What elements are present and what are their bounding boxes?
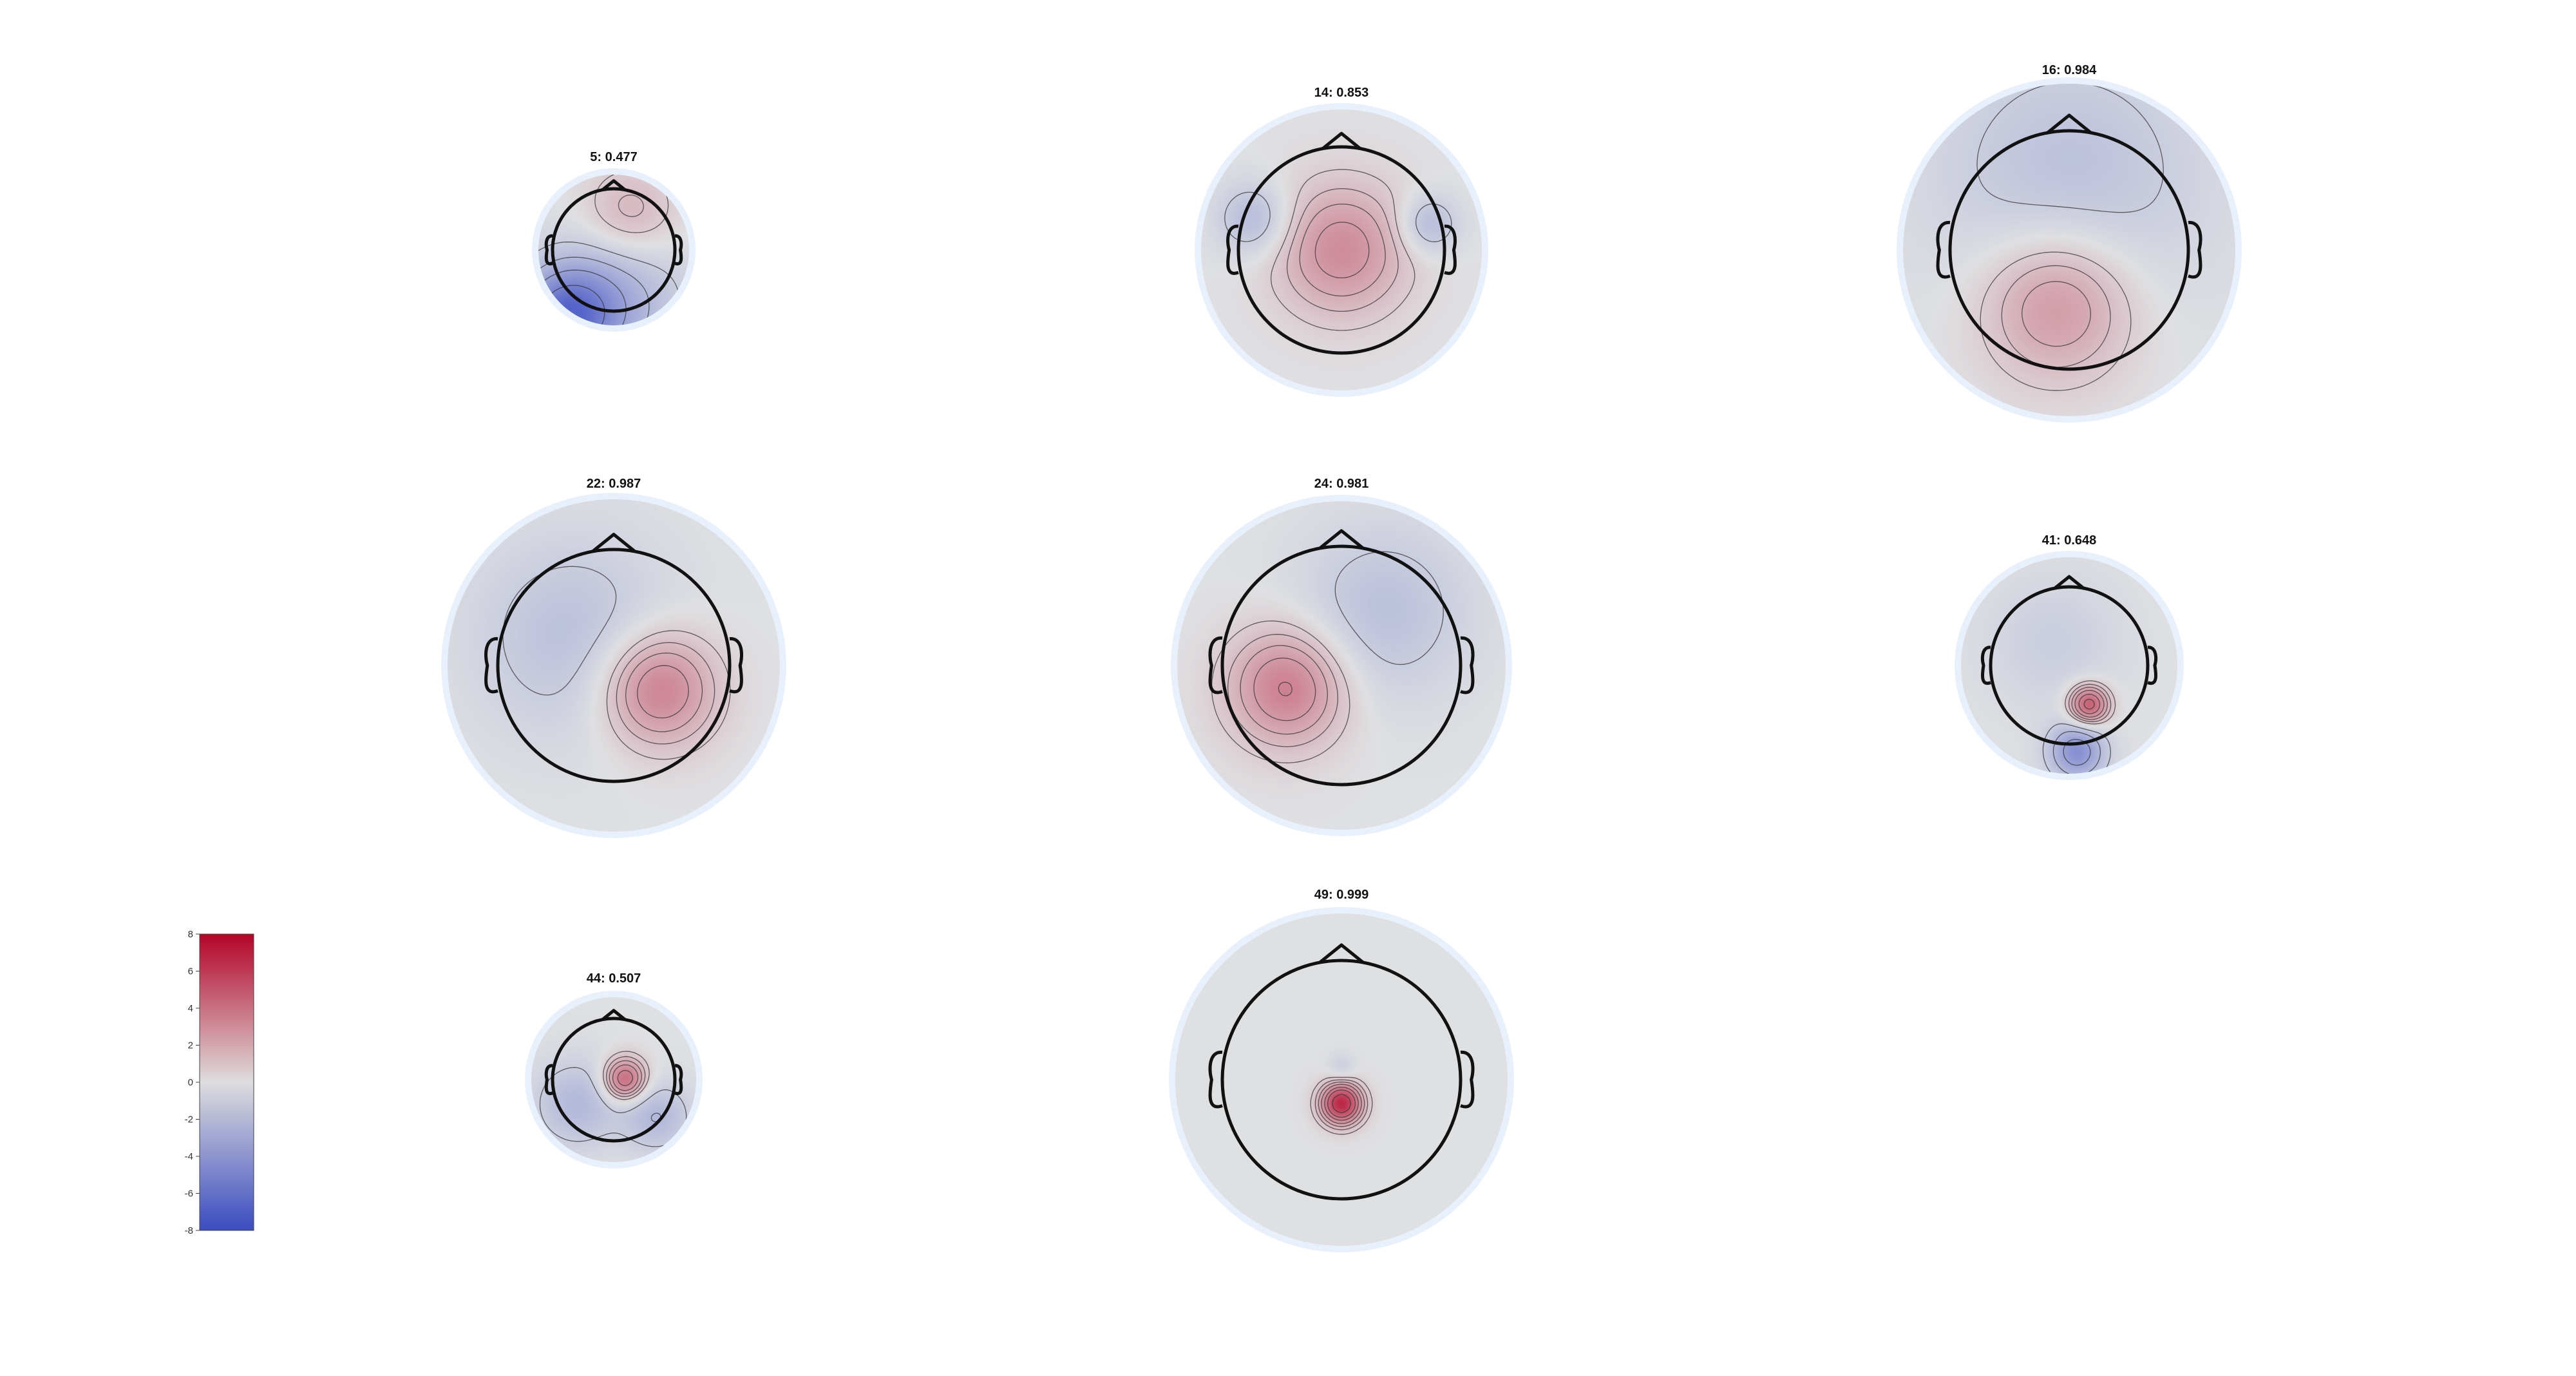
colorbar-tick-label: 0 bbox=[188, 1077, 193, 1088]
nose-marker bbox=[1319, 943, 1364, 964]
right-ear bbox=[2147, 645, 2158, 685]
topomap-title: 14: 0.853 bbox=[1314, 86, 1369, 100]
topomap-5: 5: 0.477 bbox=[532, 150, 696, 332]
nose-marker bbox=[592, 533, 636, 553]
left-ear bbox=[544, 234, 553, 266]
heatmap-surface bbox=[448, 499, 780, 832]
topomap-14: 14: 0.853 bbox=[1195, 86, 1488, 397]
heatmap-surface bbox=[1177, 501, 1506, 830]
topomap-44: 44: 0.507 bbox=[525, 971, 703, 1169]
heatmap-surface bbox=[538, 175, 689, 325]
topomap-49: 49: 0.999 bbox=[1169, 888, 1514, 1252]
head-outline bbox=[1236, 145, 1446, 355]
left-ear bbox=[1208, 1050, 1223, 1109]
right-ear bbox=[674, 234, 683, 266]
contour-lines bbox=[502, 566, 731, 760]
colorbar-tick-label: 6 bbox=[188, 966, 193, 977]
colorbar: 8 6 4 2 0 -2 -4 -6 -8 bbox=[185, 929, 254, 1236]
contour-lines bbox=[1976, 84, 2164, 391]
contour-lines bbox=[539, 1051, 687, 1147]
topomap-title: 49: 0.999 bbox=[1314, 888, 1369, 902]
left-ear bbox=[484, 637, 498, 694]
head-outline bbox=[496, 548, 732, 783]
head-outline bbox=[1220, 544, 1463, 787]
topomap-24: 24: 0.981 bbox=[1171, 477, 1512, 836]
head-outline bbox=[1948, 129, 2190, 371]
left-ear bbox=[544, 1064, 553, 1096]
topomap-title: 44: 0.507 bbox=[587, 971, 641, 986]
head-outline bbox=[1989, 585, 2150, 746]
topomap-title: 24: 0.981 bbox=[1314, 477, 1369, 491]
right-ear bbox=[1460, 636, 1475, 694]
right-ear bbox=[1444, 224, 1457, 275]
head-outline bbox=[1220, 959, 1463, 1201]
nose-marker bbox=[2054, 575, 2085, 589]
colorbar-tick-label: 4 bbox=[188, 1003, 193, 1014]
left-ear bbox=[1980, 645, 1991, 685]
heatmap-surface bbox=[1903, 84, 2235, 416]
nose-marker bbox=[1319, 529, 1364, 549]
colorbar-tick-label: -6 bbox=[185, 1189, 193, 1199]
nose-marker bbox=[2047, 113, 2092, 134]
heatmap-surface bbox=[531, 997, 696, 1162]
topomap-title: 41: 0.648 bbox=[2042, 533, 2097, 548]
heatmap-surface bbox=[1961, 557, 2177, 774]
nose-marker bbox=[1321, 131, 1361, 150]
right-ear bbox=[2188, 220, 2202, 279]
contour-lines bbox=[1224, 169, 1452, 331]
topomap-22: 22: 0.987 bbox=[441, 477, 786, 838]
topomap-title: 16: 0.984 bbox=[2042, 63, 2097, 77]
contour-lines bbox=[1310, 1076, 1373, 1135]
topomap-grid: 5: 0.477 14: 0.853 16: 0.984 22: 0.987 24: 0… bbox=[441, 63, 2242, 1252]
topomap-title: 22: 0.987 bbox=[587, 477, 641, 491]
heatmap-surface bbox=[1201, 110, 1482, 390]
colorbar-tick-label: -8 bbox=[185, 1225, 193, 1236]
colorbar-tick-label: -4 bbox=[185, 1151, 193, 1162]
right-ear bbox=[1460, 1050, 1475, 1109]
topomap-41: 41: 0.648 bbox=[1955, 533, 2184, 780]
colorbar-tick-label: 8 bbox=[188, 929, 193, 940]
topomap-title: 5: 0.477 bbox=[590, 150, 637, 164]
left-ear bbox=[1226, 224, 1239, 275]
colorbar-tick-label: 2 bbox=[188, 1040, 193, 1051]
colorbar-tick-label: -2 bbox=[185, 1114, 193, 1125]
left-ear bbox=[1936, 220, 1951, 279]
right-ear bbox=[674, 1064, 683, 1096]
head-outline bbox=[551, 187, 677, 313]
head-outline bbox=[551, 1017, 677, 1143]
colorbar-gradient bbox=[199, 933, 254, 1231]
topomap-16: 16: 0.984 bbox=[1897, 63, 2242, 423]
nose-marker bbox=[601, 179, 626, 191]
heatmap-surface bbox=[1175, 913, 1508, 1246]
right-ear bbox=[729, 637, 743, 694]
nose-marker bbox=[601, 1009, 626, 1021]
left-ear bbox=[1208, 636, 1223, 694]
